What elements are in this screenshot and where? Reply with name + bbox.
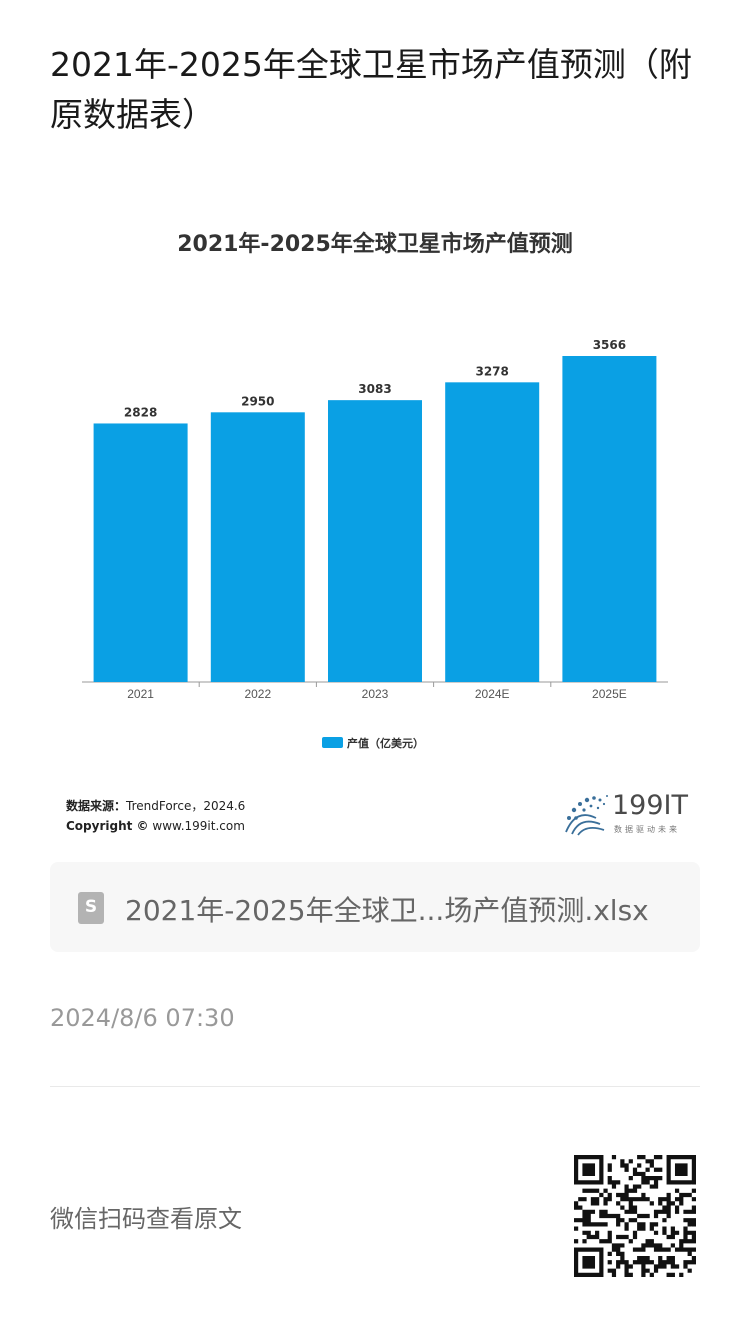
source-label: 数据来源： (66, 799, 127, 813)
bar (562, 356, 657, 682)
file-name: 2021年-2025年全球卫...场产值预测.xlsx (125, 894, 649, 927)
data-label: 2950 (241, 394, 274, 408)
logo-tagline: 数据驱动未来 (614, 825, 680, 834)
x-tick-label: 2021 (127, 687, 154, 701)
x-tick-label: 2025E (592, 687, 627, 701)
scan-qr-text: 微信扫码查看原文 (50, 1205, 242, 1233)
data-label: 3566 (593, 338, 626, 352)
chart-title: 2021年-2025年全球卫星市场产值预测 (177, 232, 573, 257)
qr-code-icon[interactable] (574, 1155, 696, 1277)
attachment-file-card[interactable]: S 2021年-2025年全球卫...场产值预测.xlsx (50, 862, 700, 952)
divider (50, 1086, 700, 1087)
article-title: 2021年-2025年全球卫星市场产值预测（附原数据表） (50, 45, 692, 134)
x-tick-label: 2024E (475, 687, 510, 701)
logo-199it: 199IT 数据驱动未来 (560, 788, 700, 838)
data-label: 2828 (124, 405, 157, 419)
bar-chart: 2828 2021 2950 2022 3083 2023 3278 2024E 3566 202… (82, 338, 668, 750)
data-label: 3083 (358, 382, 391, 396)
spreadsheet-file-icon: S (78, 892, 104, 924)
source-text: TrendForce，2024.6 (126, 799, 246, 813)
bar (328, 400, 422, 682)
qr-modules (574, 1155, 696, 1277)
chart-image: 2021年-2025年全球卫星市场产值预测 2828 2021 2950 2022 30… (0, 200, 750, 850)
publish-date: 2024/8/6 07:30 (50, 1004, 235, 1032)
source-block: 数据来源：TrendForce，2024.6 Copyright © www.1… (66, 796, 245, 836)
legend-swatch (322, 737, 343, 748)
bar (445, 382, 540, 682)
legend: 产值（亿美元） (322, 736, 424, 750)
data-label: 3278 (475, 364, 508, 378)
logo-text: 199IT (612, 790, 688, 821)
copyright-label: Copyright © (66, 819, 149, 833)
legend-label: 产值（亿美元） (347, 736, 424, 750)
x-tick-label: 2022 (244, 687, 271, 701)
logo-dots-icon (565, 795, 608, 836)
x-tick-label: 2023 (362, 687, 389, 701)
copyright-text: www.199it.com (152, 819, 245, 833)
bar (93, 423, 188, 682)
bar (210, 412, 305, 682)
